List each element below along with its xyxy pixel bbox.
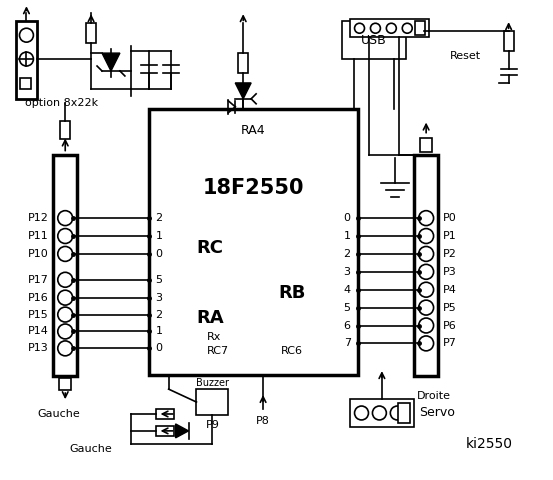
Text: 6: 6 — [343, 321, 351, 331]
Bar — [196, 389, 228, 415]
Text: option 8x22k: option 8x22k — [25, 98, 98, 108]
Text: RA4: RA4 — [241, 124, 265, 137]
Text: P7: P7 — [443, 338, 457, 348]
Polygon shape — [235, 83, 251, 99]
Bar — [415, 21, 425, 35]
Text: RB: RB — [279, 284, 306, 302]
Bar — [414, 156, 438, 376]
Bar — [156, 409, 174, 419]
Bar — [156, 426, 174, 436]
Text: P0: P0 — [443, 213, 457, 223]
Text: 0: 0 — [155, 249, 163, 259]
Bar — [53, 156, 77, 376]
Text: 3: 3 — [343, 267, 351, 277]
Text: P5: P5 — [443, 302, 457, 312]
Bar — [86, 23, 96, 43]
Text: P16: P16 — [28, 293, 48, 303]
Bar — [238, 53, 248, 73]
Polygon shape — [102, 53, 120, 71]
Bar — [342, 21, 406, 59]
Text: Buzzer: Buzzer — [196, 378, 229, 388]
Text: P17: P17 — [28, 275, 48, 285]
Bar — [149, 109, 358, 375]
Bar — [59, 378, 71, 390]
Text: P10: P10 — [28, 249, 48, 259]
Text: P1: P1 — [443, 231, 457, 241]
Bar — [349, 399, 414, 427]
Bar — [504, 31, 514, 51]
Text: P3: P3 — [443, 267, 457, 277]
Bar — [349, 19, 429, 37]
Text: P15: P15 — [28, 310, 48, 320]
Text: 3: 3 — [155, 293, 163, 303]
Text: Rx: Rx — [206, 333, 221, 342]
Text: P9: P9 — [205, 420, 220, 430]
Text: USB: USB — [361, 34, 387, 47]
Text: P6: P6 — [443, 321, 457, 331]
Polygon shape — [176, 424, 189, 438]
Text: RC6: RC6 — [281, 347, 303, 356]
Text: 7: 7 — [343, 338, 351, 348]
Text: 0: 0 — [155, 343, 163, 353]
Bar — [60, 120, 70, 139]
Text: ki2550: ki2550 — [465, 437, 512, 451]
Bar — [420, 138, 432, 152]
Text: 2: 2 — [155, 310, 163, 320]
Text: 5: 5 — [343, 302, 351, 312]
Text: Droite: Droite — [417, 391, 451, 401]
Text: RC7: RC7 — [206, 347, 228, 356]
Text: Reset: Reset — [450, 51, 481, 61]
Text: 5: 5 — [155, 275, 163, 285]
Text: Servo: Servo — [419, 407, 455, 420]
Bar — [15, 21, 38, 99]
Text: P8: P8 — [256, 416, 270, 426]
Text: 4: 4 — [343, 285, 351, 295]
Text: P11: P11 — [28, 231, 48, 241]
Text: 2: 2 — [155, 213, 163, 223]
Text: RA: RA — [196, 309, 224, 326]
Bar — [398, 403, 410, 423]
Text: 1: 1 — [155, 231, 163, 241]
Text: Gauche: Gauche — [70, 444, 112, 454]
Text: Gauche: Gauche — [37, 409, 80, 419]
Text: P2: P2 — [443, 249, 457, 259]
Bar — [20, 78, 32, 89]
Text: 0: 0 — [343, 213, 351, 223]
Text: 1: 1 — [343, 231, 351, 241]
Text: P4: P4 — [443, 285, 457, 295]
Text: P12: P12 — [28, 213, 48, 223]
Text: P14: P14 — [28, 326, 48, 336]
Text: 18F2550: 18F2550 — [202, 178, 304, 198]
Text: 1: 1 — [155, 326, 163, 336]
Text: P13: P13 — [28, 343, 48, 353]
Text: 2: 2 — [343, 249, 351, 259]
Text: RC: RC — [196, 239, 223, 257]
